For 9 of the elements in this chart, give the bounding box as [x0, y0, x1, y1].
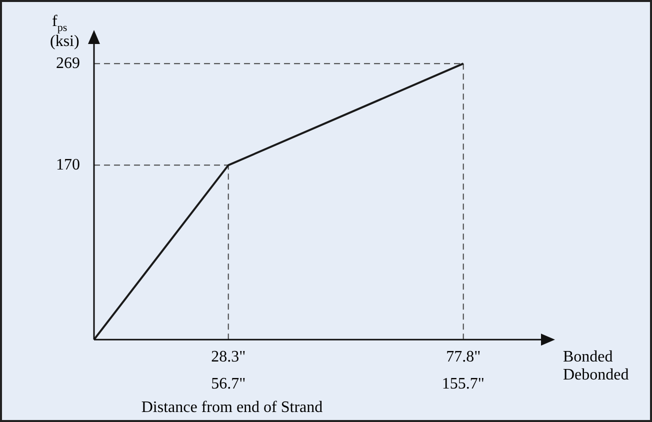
x-tick-label: 77.8"	[446, 348, 481, 366]
y-tick-label: 170	[56, 156, 80, 174]
x2-tick-label: 56.7"	[211, 376, 246, 393]
text: Debonded	[563, 366, 629, 384]
y-tick-label: 269	[56, 54, 80, 72]
x-axis-title: Distance from end of Strand	[141, 399, 323, 416]
x-tick-label: 28.3"	[211, 348, 246, 366]
text: Bonded	[563, 348, 613, 366]
x2-tick-label: 155.7"	[442, 376, 484, 393]
